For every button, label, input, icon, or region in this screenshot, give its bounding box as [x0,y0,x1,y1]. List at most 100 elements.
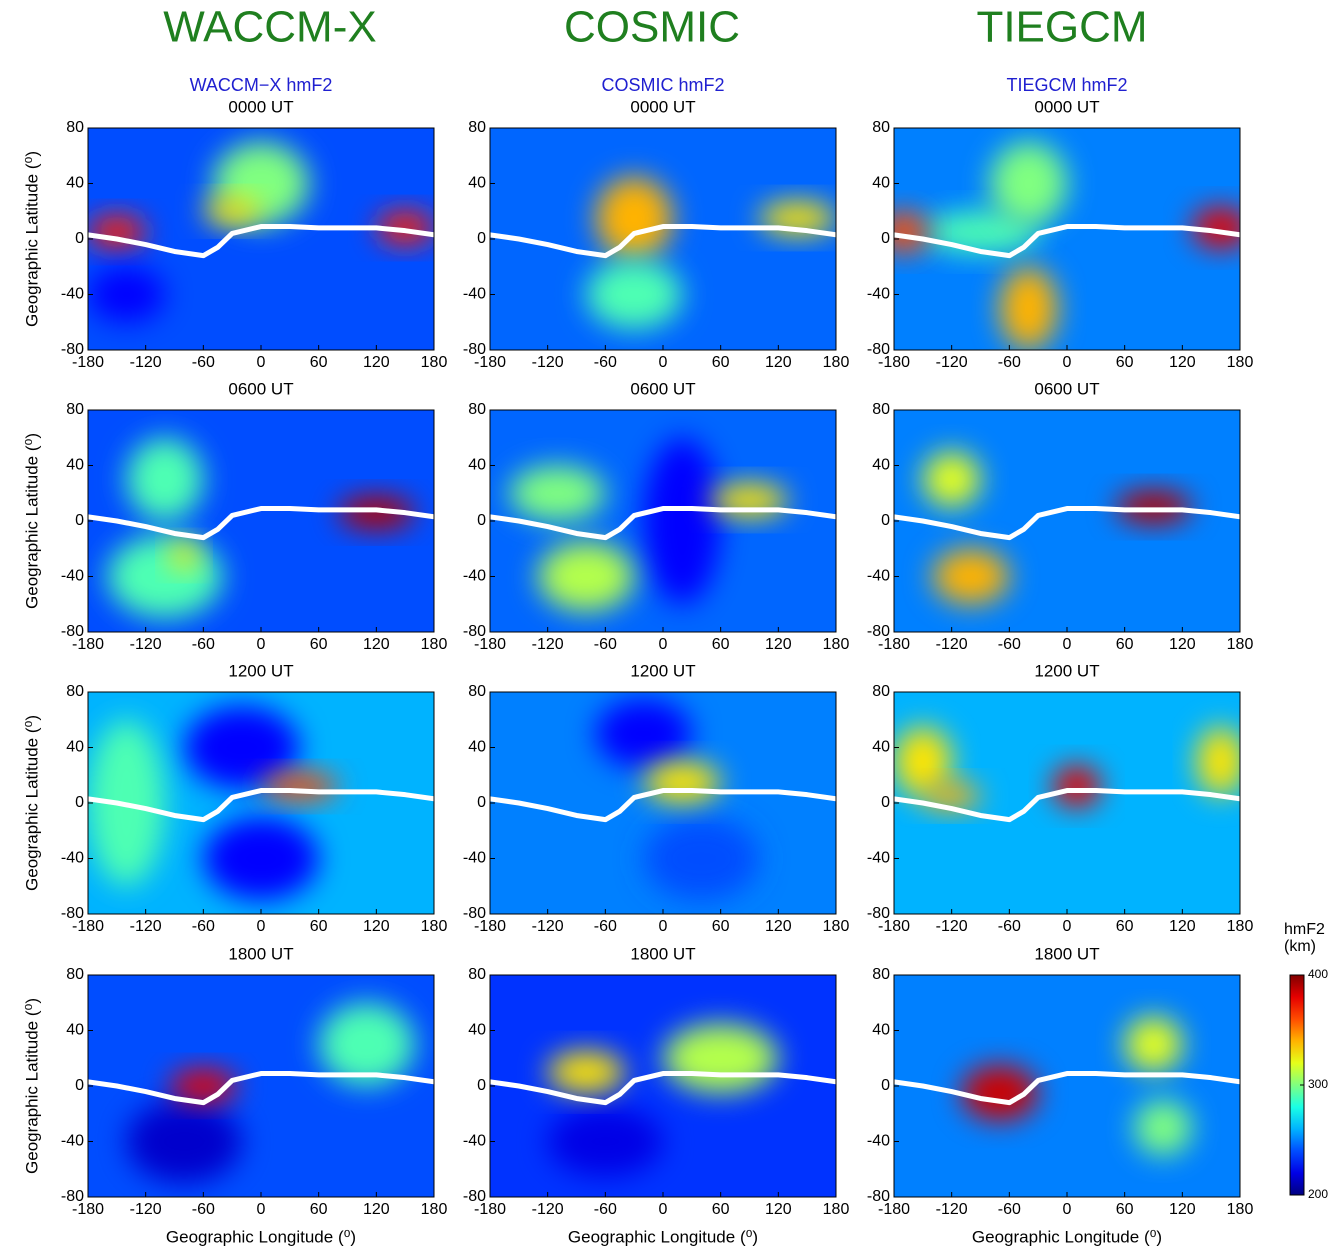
heatmap-field [88,975,434,1197]
x-tick-label: -60 [998,918,1021,935]
y-tick-label: 40 [872,175,890,192]
y-tick-label: 0 [881,230,890,247]
y-tick-label: -80 [867,341,890,358]
y-tick-label: 80 [66,401,84,418]
y-tick-label: -80 [463,623,486,640]
heatmap-field [490,975,836,1197]
column-heading: WACCM-X [163,3,376,52]
x-tick-label: 120 [765,354,792,371]
y-tick-label: 40 [468,1022,486,1039]
y-tick-label: -80 [867,1188,890,1205]
panel-title: 1800 UT [1034,944,1099,963]
colorbar-tick-label: 300 [1308,1077,1328,1091]
x-tick-label: 0 [257,1201,266,1218]
y-tick-label: 80 [468,683,486,700]
panel: 1200 UT-180-120-60060120180-80-4004080 [463,661,850,935]
x-tick-label: 120 [765,636,792,653]
field-feature [586,260,682,329]
x-tick-label: 60 [1116,636,1134,653]
field-feature [538,542,634,611]
x-tick-label: 60 [712,636,730,653]
x-tick-label: 120 [765,1201,792,1218]
colorbar-title: (km) [1284,938,1316,955]
field-background [894,975,1240,1197]
x-tick-label: 0 [1063,636,1072,653]
x-tick-label: 60 [712,918,730,935]
column-label: TIEGCM hmF2 [1006,75,1127,95]
field-feature [261,772,338,800]
x-tick-label: 180 [421,636,448,653]
y-tick-label: -40 [463,1133,486,1150]
x-tick-label: -60 [594,1201,617,1218]
field-feature [548,1107,663,1176]
panel-title: 0000 UT [1034,97,1099,116]
field-feature [107,535,222,618]
panel: 0600 UT-180-120-60060120180-80-4004080 [867,379,1254,653]
panel-title: 0000 UT [630,97,695,116]
figure: WACCM-XWACCM−X hmF2COSMICCOSMIC hmF2TIEG… [0,0,1340,1254]
y-tick-label: -80 [867,623,890,640]
y-tick-label: 80 [468,966,486,983]
x-tick-label: 60 [310,636,328,653]
y-tick-label: 80 [66,966,84,983]
panel: 1800 UT-180-120-60060120180-80-4004080Ge… [867,944,1254,1246]
field-feature [596,177,673,260]
y-tick-label: -40 [867,286,890,303]
x-tick-label: -120 [532,354,564,371]
heatmap-field [490,128,836,350]
x-tick-label: 60 [1116,354,1134,371]
x-tick-label: 0 [257,918,266,935]
x-tick-label: 120 [1169,1201,1196,1218]
y-tick-label: 0 [477,794,486,811]
x-tick-label: -120 [936,918,968,935]
x-tick-label: 120 [363,918,390,935]
y-tick-label: 0 [75,230,84,247]
x-tick-label: 180 [1227,636,1254,653]
y-tick-label: 80 [872,401,890,418]
y-tick-label: 0 [477,512,486,529]
y-tick-label: -80 [867,905,890,922]
y-tick-label: 40 [468,175,486,192]
x-tick-label: 180 [421,354,448,371]
column-label: WACCM−X hmF2 [190,75,333,95]
x-tick-label: -120 [936,636,968,653]
x-tick-label: 0 [1063,918,1072,935]
y-axis-label: Geographic Latitude (⁰) [22,715,41,891]
y-tick-label: 0 [75,512,84,529]
y-tick-label: -40 [867,1133,890,1150]
x-tick-label: 60 [1116,918,1134,935]
x-tick-label: -120 [130,636,162,653]
x-tick-label: -60 [594,636,617,653]
field-feature [644,761,721,803]
x-tick-label: 120 [363,636,390,653]
y-tick-label: 80 [872,683,890,700]
x-tick-label: 120 [765,918,792,935]
field-feature [1115,490,1192,523]
heatmap-field [490,692,836,914]
x-tick-label: -60 [594,354,617,371]
y-tick-label: 40 [66,739,84,756]
panel-title: 0000 UT [228,97,293,116]
field-feature [644,438,721,605]
field-feature [88,267,165,323]
column-heading: TIEGCM [976,3,1147,52]
x-tick-label: 120 [363,354,390,371]
heatmap-field [894,692,1245,914]
x-axis-label: Geographic Longitude (⁰) [972,1227,1162,1246]
x-tick-label: 0 [659,1201,668,1218]
x-tick-label: -120 [130,354,162,371]
x-tick-label: -120 [130,918,162,935]
field-feature [126,1100,241,1183]
x-tick-label: 120 [363,1201,390,1218]
colorbar-tick-label: 200 [1308,1187,1328,1201]
x-tick-label: -120 [130,1201,162,1218]
panel-title: 1800 UT [630,944,695,963]
y-tick-label: -40 [463,568,486,585]
y-tick-label: 40 [872,457,890,474]
x-tick-label: 0 [1063,354,1072,371]
x-tick-label: 180 [421,1201,448,1218]
